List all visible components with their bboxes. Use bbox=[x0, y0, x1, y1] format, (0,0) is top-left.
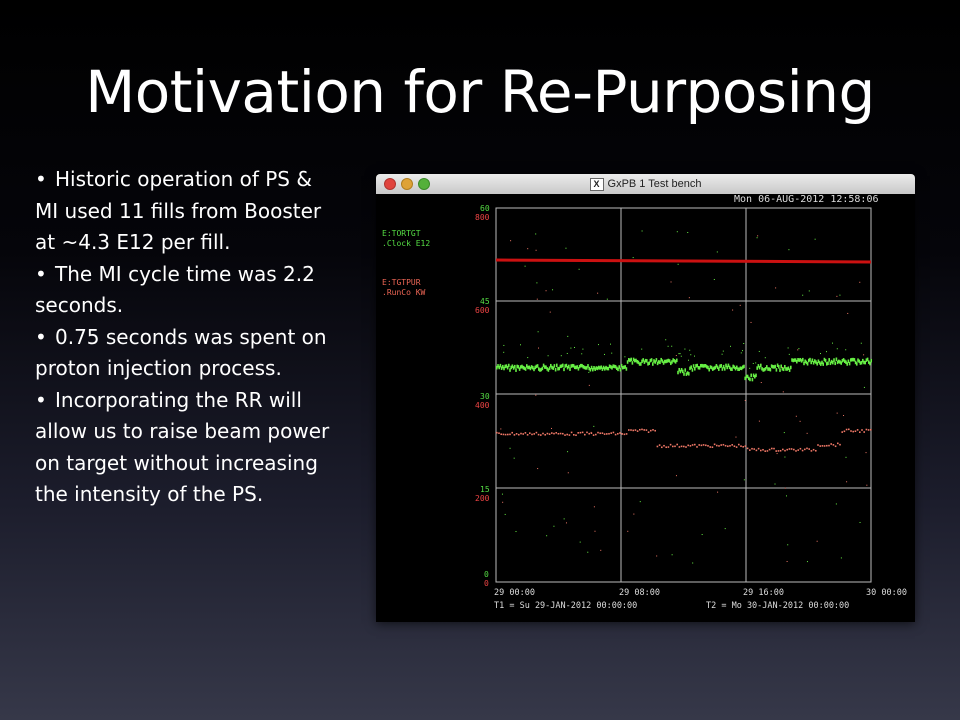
close-button[interactable] bbox=[384, 178, 396, 190]
red-trace bbox=[495, 258, 872, 264]
bullet-text: Historic operation of PS & MI used 11 fi… bbox=[35, 167, 322, 254]
bullet-dot: • bbox=[35, 261, 47, 286]
legend-torgtg-name: E:TORTGT bbox=[382, 229, 421, 238]
bullet-item: • The MI cycle time was 2.2 seconds. bbox=[35, 259, 335, 322]
legend-tgtpur-units: .RunCo KW bbox=[382, 288, 426, 297]
bullet-dot: • bbox=[35, 324, 47, 349]
x-tick-label: 29 00:00 bbox=[494, 588, 535, 598]
bullet-text: 0.75 seconds was spent on proton injecti… bbox=[35, 324, 327, 381]
legend-torgtg-units: .Clock E12 bbox=[382, 239, 430, 248]
axis-outer-label: 0 bbox=[484, 570, 489, 579]
noise-dots bbox=[500, 230, 868, 564]
t1-label: T1 = Su 29-JAN-2012 00:00:00 bbox=[494, 601, 637, 611]
bullet-dot: • bbox=[35, 387, 47, 412]
plot-window[interactable]: X GxPB 1 Test bench Mon 06-AUG-2012 12:58… bbox=[376, 174, 915, 622]
axis-inner-label: 800 bbox=[475, 213, 490, 222]
axis-outer-label: 15 bbox=[480, 485, 490, 494]
x-tick-label: 29 08:00 bbox=[619, 588, 660, 598]
bullet-item: • Historic operation of PS & MI used 11 f… bbox=[35, 164, 335, 259]
axis-outer-label: 30 bbox=[480, 392, 490, 401]
plot-timestamp: Mon 06-AUG-2012 12:58:06 bbox=[734, 194, 879, 205]
axis-inner-label: 200 bbox=[475, 494, 490, 503]
bullet-text: The MI cycle time was 2.2 seconds. bbox=[35, 261, 315, 318]
salmon-trace bbox=[496, 428, 872, 452]
x11-app-icon: X bbox=[589, 177, 604, 191]
axis-inner-label: 400 bbox=[475, 401, 490, 410]
bullet-list: • Historic operation of PS & MI used 11 f… bbox=[35, 164, 335, 511]
x-tick-label: 30 00:00 bbox=[866, 588, 907, 598]
bullet-text: Incorporating the RR will allow us to ra… bbox=[35, 387, 330, 507]
green-trace bbox=[496, 339, 872, 382]
window-titlebar[interactable]: X GxPB 1 Test bench bbox=[376, 174, 915, 194]
zoom-button[interactable] bbox=[418, 178, 430, 190]
window-title: X GxPB 1 Test bench bbox=[376, 174, 915, 194]
axis-outer-label: 60 bbox=[480, 204, 490, 213]
bullet-item: • 0.75 seconds was spent on proton inject… bbox=[35, 322, 335, 385]
window-title-text: GxPB 1 Test bench bbox=[607, 178, 702, 190]
axis-inner-label: 600 bbox=[475, 306, 490, 315]
plot-grid bbox=[495, 207, 872, 583]
bullet-dot: • bbox=[35, 167, 47, 191]
minimize-button[interactable] bbox=[401, 178, 413, 190]
axis-outer-label: 45 bbox=[480, 297, 490, 306]
bullet-item: • Incorporating the RR will allow us to r… bbox=[35, 385, 335, 511]
legend-tgtpur-name: E:TGTPUR bbox=[382, 278, 421, 287]
axis-inner-label: 0 bbox=[484, 579, 489, 588]
x-tick-label: 29 16:00 bbox=[743, 588, 784, 598]
slide-title: Motivation for Re-Purposing bbox=[85, 58, 875, 126]
t2-label: T2 = Mo 30-JAN-2012 00:00:00 bbox=[706, 601, 849, 611]
plot-canvas[interactable]: Mon 06-AUG-2012 12:58:06 E:TORTGT .Clock… bbox=[376, 194, 915, 622]
